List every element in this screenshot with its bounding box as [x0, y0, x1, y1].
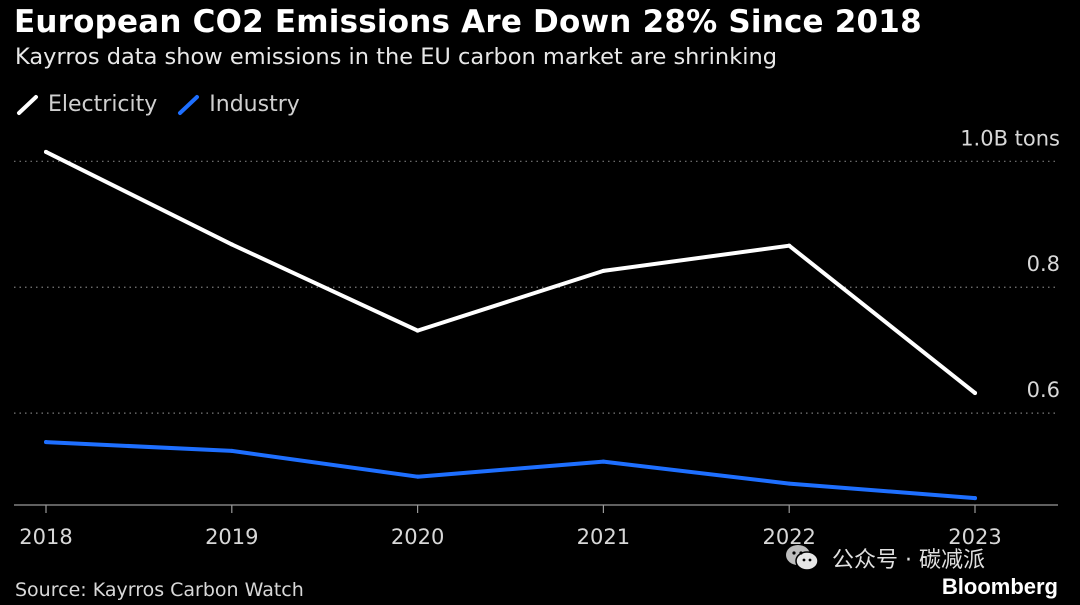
chart-title: European CO2 Emissions Are Down 28% Sinc… — [14, 4, 922, 40]
wechat-watermark: 公众号 · 碳减派 — [784, 542, 985, 574]
data-point-electricity — [787, 243, 792, 248]
x-tick-label: 2019 — [205, 525, 258, 549]
x-axis-labels: 2018 2019 2020 2021 2022 2023 — [19, 525, 1001, 549]
series-line-electricity — [44, 149, 977, 395]
data-point-electricity — [601, 268, 606, 273]
series-line-industry — [44, 440, 977, 501]
x-tick-label: 2022 — [762, 525, 815, 549]
data-point-industry — [415, 474, 420, 479]
source-note: Source: Kayrros Carbon Watch — [15, 579, 304, 601]
data-point-industry — [973, 496, 977, 501]
legend-swatch-electricity — [17, 94, 38, 115]
watermark-text: 公众号 · 碳减派 — [832, 548, 985, 573]
data-point-industry — [44, 440, 48, 445]
data-point-electricity — [44, 149, 48, 154]
x-axis — [14, 504, 1058, 513]
brand-logo: Bloomberg — [941, 574, 1058, 599]
x-tick-label: 2021 — [577, 525, 630, 549]
grid-lines — [14, 160, 1058, 414]
y-tick-label: 1.0B tons — [960, 126, 1060, 150]
legend-item-electricity: Electricity — [16, 92, 157, 117]
data-point-electricity — [229, 242, 234, 247]
series-lines — [44, 149, 977, 501]
x-tick-label: 2023 — [948, 525, 1001, 549]
y-tick-label: 0.8 — [1027, 252, 1060, 276]
x-tick-label: 2020 — [391, 525, 444, 549]
legend: Electricity Industry — [16, 92, 320, 117]
legend-label-industry: Industry — [209, 92, 300, 117]
legend-item-industry: Industry — [177, 92, 300, 117]
data-point-electricity — [415, 328, 420, 333]
data-point-industry — [787, 481, 792, 486]
legend-label-electricity: Electricity — [48, 92, 158, 117]
chart-subtitle: Kayrros data show emissions in the EU ca… — [15, 44, 778, 70]
y-tick-label: 0.6 — [1027, 378, 1060, 402]
wechat-icon — [786, 545, 819, 571]
data-point-electricity — [973, 390, 977, 395]
data-point-industry — [601, 459, 606, 464]
x-tick-label: 2018 — [19, 525, 72, 549]
data-point-industry — [229, 448, 234, 453]
legend-swatch-industry — [178, 94, 200, 115]
y-axis-labels: 1.0B tons 0.8 0.6 — [960, 126, 1060, 402]
